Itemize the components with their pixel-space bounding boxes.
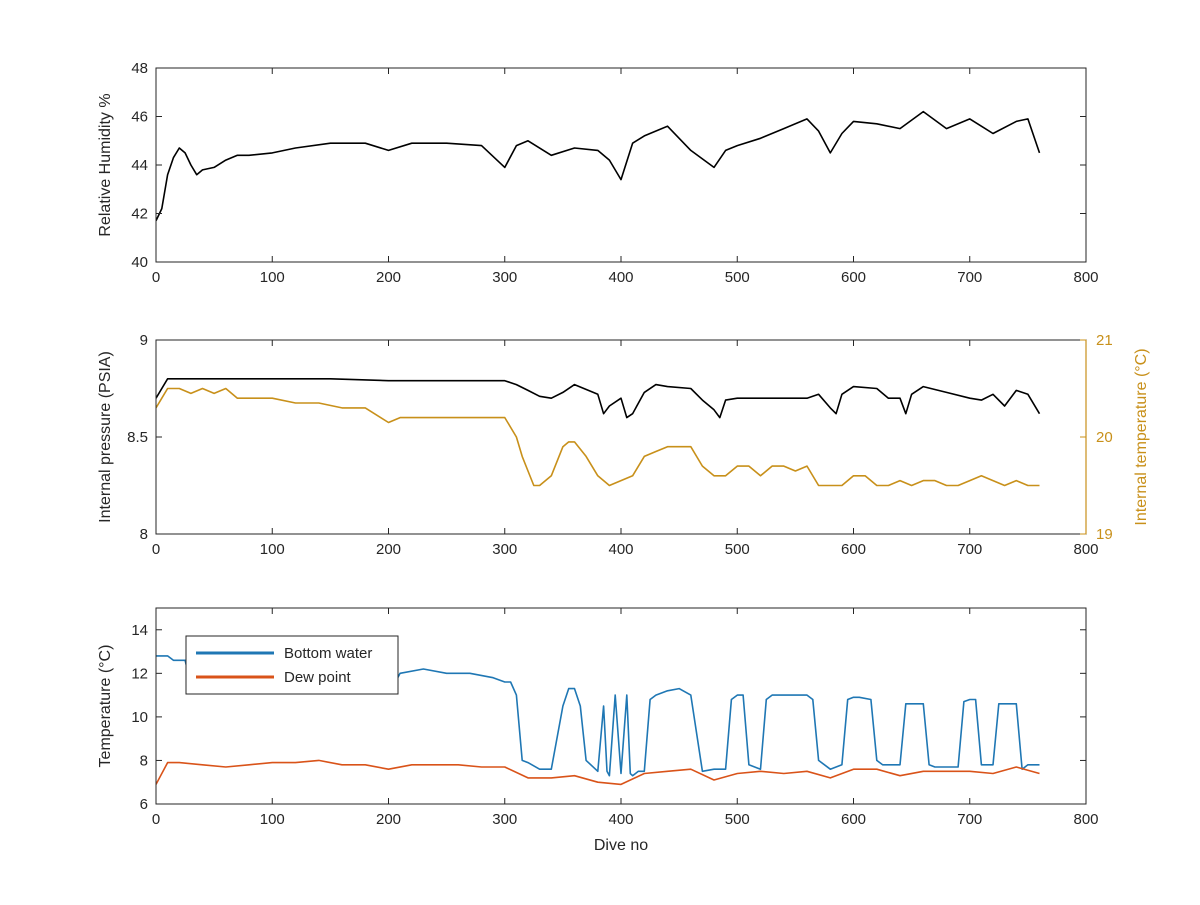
x-tick-label: 0 — [152, 541, 160, 558]
y-tick-label: 10 — [131, 709, 148, 726]
y2-tick-label: 21 — [1096, 332, 1113, 349]
x-tick-label: 400 — [608, 541, 633, 558]
x-axis-label: Dive no — [594, 837, 648, 854]
y-tick-label: 44 — [131, 157, 148, 174]
legend-label: Bottom water — [284, 645, 372, 662]
x-tick-label: 200 — [376, 269, 401, 286]
y2-tick-label: 20 — [1096, 429, 1113, 446]
y-axis-label: Relative Humidity % — [97, 93, 114, 236]
chart-panel-1: 0 100 200 300 400 500 600 700 800 40 42 44 46 48 Relat… — [97, 60, 1099, 286]
x-tick-label: 600 — [841, 541, 866, 558]
y-tick-label: 46 — [131, 109, 148, 126]
y2-tick-label: 19 — [1096, 526, 1113, 543]
x-tick-label: 800 — [1073, 811, 1098, 828]
x-tick-label: 100 — [260, 269, 285, 286]
x-tick-label: 600 — [841, 811, 866, 828]
chart-panel-2: 0 100 200 300 400 500 600 700 800 8 8.5 9 Internal p… — [97, 332, 1150, 558]
series-line-3-1 — [156, 655, 1040, 777]
y-tick-label: 6 — [140, 796, 148, 813]
y-tick-label: 48 — [131, 60, 148, 77]
plot-frame-2 — [155, 339, 1087, 535]
y2-axis-label: Internal temperature (°C) — [1133, 348, 1150, 525]
x-tick-label: 100 — [260, 541, 285, 558]
series-line-3-2 — [156, 759, 1040, 786]
x-tick-label: 400 — [608, 811, 633, 828]
legend: Bottom water Dew point — [185, 635, 399, 695]
y-tick-label: 40 — [131, 254, 148, 271]
y-tick-label: 8.5 — [127, 429, 148, 446]
y-axis-label: Temperature (°C) — [97, 645, 114, 768]
x-tick-label: 200 — [376, 541, 401, 558]
x-tick-label: 0 — [152, 269, 160, 286]
x-tick-label: 500 — [725, 541, 750, 558]
x-tick-label: 300 — [492, 811, 517, 828]
y-tick-label: 9 — [140, 332, 148, 349]
plot-frame-1 — [155, 67, 1087, 263]
x-tick-label: 700 — [957, 269, 982, 286]
y-tick-label: 12 — [131, 665, 148, 682]
x-tick-label: 0 — [152, 811, 160, 828]
x-tick-label: 700 — [957, 811, 982, 828]
y-tick-label: 42 — [131, 206, 148, 223]
y-tick-label: 8 — [140, 752, 148, 769]
series-line-2-1 — [156, 378, 1041, 419]
x-tick-label: 400 — [608, 269, 633, 286]
x-tick-label: 200 — [376, 811, 401, 828]
legend-box — [185, 635, 399, 695]
x-tick-label: 500 — [725, 269, 750, 286]
y-tick-label: 14 — [131, 622, 148, 639]
x-tick-label: 500 — [725, 811, 750, 828]
y-axis-label: Internal pressure (PSIA) — [97, 351, 114, 523]
y-tick-label: 8 — [140, 526, 148, 543]
x-tick-label: 800 — [1073, 541, 1098, 558]
series-line-1-1 — [156, 110, 1041, 222]
x-tick-label: 600 — [841, 269, 866, 286]
x-tick-label: 300 — [492, 269, 517, 286]
legend-label: Dew point — [284, 669, 352, 686]
x-tick-label: 300 — [492, 541, 517, 558]
x-tick-label: 100 — [260, 811, 285, 828]
x-tick-label: 700 — [957, 541, 982, 558]
x-tick-label: 800 — [1073, 269, 1098, 286]
series-line-2-2 — [156, 387, 1040, 487]
chart-panel-3: 0 100 200 300 400 500 600 700 800 6 8 10 12 14 Tempera… — [97, 607, 1099, 854]
